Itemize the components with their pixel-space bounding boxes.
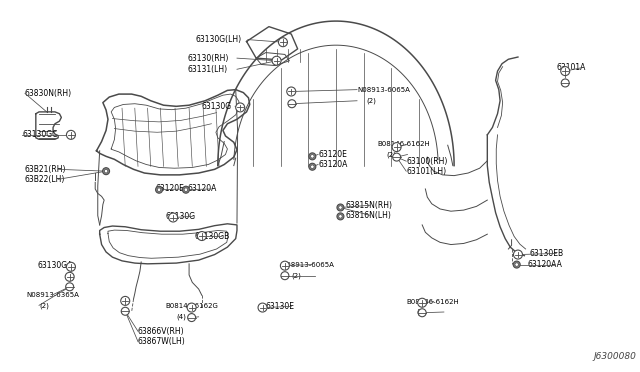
Text: 63120E: 63120E [156,185,185,193]
Circle shape [418,309,426,317]
Circle shape [513,250,522,259]
Text: 63130GA: 63130GA [38,261,73,270]
Text: 63B22(LH): 63B22(LH) [25,175,65,184]
Text: 63120A: 63120A [318,160,348,169]
Circle shape [258,303,267,312]
Circle shape [339,215,342,218]
Text: 63B21(RH): 63B21(RH) [25,165,67,174]
Text: 63101A: 63101A [556,63,586,72]
Text: 63130G(LH): 63130G(LH) [195,35,241,44]
Text: 63815N(RH): 63815N(RH) [346,201,392,210]
Text: 63130G: 63130G [166,212,196,221]
Circle shape [188,314,196,321]
Circle shape [337,204,344,211]
Text: 63131(LH): 63131(LH) [188,65,228,74]
Text: 63120AA: 63120AA [527,260,563,269]
Text: 63130(RH): 63130(RH) [188,54,229,62]
Text: 63830N(RH): 63830N(RH) [25,89,72,98]
Circle shape [121,307,129,315]
Circle shape [102,168,109,175]
Text: 63130G: 63130G [202,102,232,111]
Circle shape [278,38,287,47]
Circle shape [281,272,289,280]
Circle shape [272,56,281,65]
Text: N08913-6365A: N08913-6365A [26,292,79,298]
Circle shape [187,303,196,312]
Text: (2): (2) [417,309,426,315]
Circle shape [337,213,344,220]
Circle shape [288,100,296,108]
Text: B08146-6162H: B08146-6162H [406,299,459,305]
Text: 63120A: 63120A [187,185,216,193]
Circle shape [67,262,76,271]
Text: (2): (2) [366,97,376,104]
Text: (4): (4) [176,314,186,320]
Text: 63120E: 63120E [318,150,347,159]
Text: 63130E: 63130E [266,302,294,311]
Text: N08913-6065A: N08913-6065A [357,87,410,93]
Circle shape [168,213,178,222]
Circle shape [184,188,188,192]
Text: 63130GC: 63130GC [22,130,58,140]
Circle shape [418,298,427,307]
Circle shape [515,263,518,266]
Text: B08146-6162G: B08146-6162G [166,304,218,310]
Circle shape [280,261,289,270]
Text: 63867W(LH): 63867W(LH) [138,337,186,346]
Circle shape [104,169,108,173]
Circle shape [236,103,244,112]
Text: (2): (2) [387,151,396,158]
Circle shape [182,186,189,193]
Circle shape [157,188,161,192]
Circle shape [66,283,74,291]
Text: J6300080: J6300080 [593,352,636,361]
Circle shape [339,206,342,209]
Circle shape [156,186,163,193]
Circle shape [513,261,520,268]
Circle shape [287,87,296,96]
Text: 63100(RH): 63100(RH) [406,157,447,166]
Text: (2): (2) [291,272,301,279]
Text: N08913-6065A: N08913-6065A [282,262,335,267]
Circle shape [392,142,401,151]
Circle shape [393,153,401,161]
Circle shape [561,79,569,87]
Text: 63101(LH): 63101(LH) [406,167,446,176]
Text: 63866V(RH): 63866V(RH) [138,327,184,336]
Circle shape [309,163,316,170]
Circle shape [309,153,316,160]
Circle shape [310,165,314,169]
Circle shape [67,130,76,140]
Text: 63816N(LH): 63816N(LH) [346,211,392,220]
Text: (2): (2) [39,302,49,309]
Circle shape [65,272,74,281]
Circle shape [197,231,206,241]
Text: 63130GB: 63130GB [194,231,230,241]
Text: B08146-6162H: B08146-6162H [378,141,430,147]
Text: 63130EB: 63130EB [529,249,564,258]
Circle shape [121,296,130,305]
Circle shape [561,67,570,76]
Circle shape [310,155,314,158]
